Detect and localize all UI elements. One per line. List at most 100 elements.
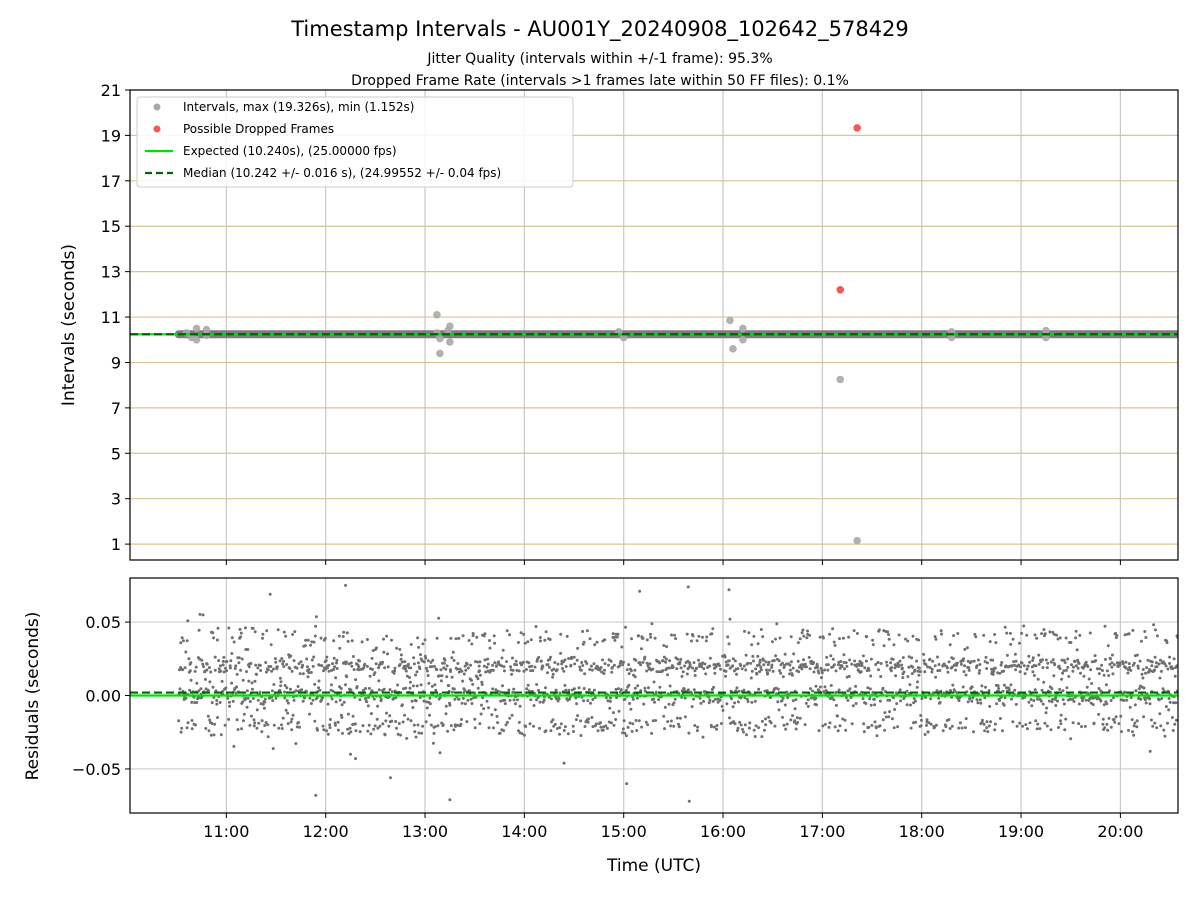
residual-point xyxy=(360,640,364,644)
residual-point xyxy=(610,666,614,669)
residual-point xyxy=(438,751,442,755)
residual-point xyxy=(955,661,959,665)
residual-point xyxy=(236,728,240,731)
residual-point xyxy=(522,632,526,636)
residual-point xyxy=(587,688,591,692)
residual-point xyxy=(898,659,902,663)
residual-point xyxy=(622,660,625,664)
residual-point xyxy=(233,667,237,670)
residual-point xyxy=(627,683,631,687)
residual-point xyxy=(383,733,387,737)
residual-point xyxy=(841,717,845,721)
residual-point xyxy=(759,665,763,669)
residual-point xyxy=(829,654,833,658)
residual-point xyxy=(1133,703,1137,707)
residual-point xyxy=(796,721,800,724)
residual-point xyxy=(532,704,536,707)
residual-point xyxy=(828,721,832,725)
residual-point xyxy=(1111,672,1115,676)
residual-point xyxy=(1010,664,1014,668)
residual-point xyxy=(1052,674,1056,678)
residual-point xyxy=(283,684,287,687)
residual-point xyxy=(677,722,680,726)
residual-point xyxy=(1129,696,1133,700)
residual-point xyxy=(966,700,970,704)
residual-point xyxy=(1095,667,1099,671)
residual-point xyxy=(436,724,440,728)
residual-point xyxy=(241,700,245,704)
residual-point xyxy=(328,726,332,730)
residual-point xyxy=(685,672,689,676)
residual-point xyxy=(618,664,622,668)
residual-point xyxy=(299,660,303,664)
residual-point xyxy=(1158,676,1162,680)
residual-point xyxy=(449,670,452,673)
residual-point xyxy=(887,715,891,719)
residual-point xyxy=(1124,666,1128,670)
residual-point xyxy=(716,700,720,704)
residual-point xyxy=(237,661,241,665)
residual-point xyxy=(252,724,256,728)
interval-point xyxy=(446,322,454,330)
residual-point xyxy=(362,688,365,692)
residual-point xyxy=(292,698,296,702)
residual-point xyxy=(844,696,848,699)
residual-point xyxy=(623,731,627,735)
residual-point xyxy=(1099,699,1103,703)
residual-point xyxy=(879,662,883,665)
residual-point xyxy=(667,702,671,706)
residual-point xyxy=(212,696,216,699)
residual-point xyxy=(425,706,429,710)
residual-point xyxy=(919,718,923,722)
residual-point xyxy=(658,685,662,689)
residual-point xyxy=(538,726,541,730)
residual-point xyxy=(767,715,771,719)
residual-point xyxy=(1027,654,1031,658)
residual-point xyxy=(917,673,921,677)
residual-point xyxy=(683,664,687,668)
residual-point xyxy=(1057,726,1060,729)
residual-point xyxy=(826,668,830,672)
y-tick-label: 11 xyxy=(101,308,121,327)
residual-point xyxy=(487,706,490,710)
residual-point xyxy=(608,706,612,710)
residual-point xyxy=(241,719,245,723)
residual-point xyxy=(414,735,418,739)
residual-point xyxy=(297,721,300,724)
residual-point xyxy=(961,685,965,689)
residual-point xyxy=(680,674,684,678)
residual-point xyxy=(944,725,948,729)
residual-point xyxy=(227,717,231,721)
residual-point xyxy=(1105,702,1109,706)
residual-point xyxy=(1131,730,1134,734)
residual-point xyxy=(1136,666,1140,670)
residual-point xyxy=(788,663,792,667)
residual-point xyxy=(628,721,632,725)
residual-point xyxy=(747,631,751,635)
residual-point xyxy=(383,666,387,670)
residual-point xyxy=(434,688,438,692)
residual-point xyxy=(1078,633,1082,637)
residual-point xyxy=(1005,653,1009,657)
residual-point xyxy=(838,637,841,641)
residual-point xyxy=(186,721,190,725)
residual-point xyxy=(496,721,500,725)
residual-point xyxy=(278,688,282,692)
residual-point xyxy=(469,697,473,701)
residual-point xyxy=(993,722,997,726)
residual-point xyxy=(212,636,216,640)
residual-point xyxy=(1113,720,1117,724)
residual-point xyxy=(883,728,887,732)
residual-point xyxy=(718,664,721,668)
residual-point xyxy=(246,696,250,700)
axes-frame xyxy=(129,89,1179,561)
residual-point xyxy=(1159,724,1163,728)
residual-point xyxy=(437,616,441,620)
residual-point xyxy=(922,659,926,662)
residual-point xyxy=(177,719,181,723)
x-tick-label: 16:00 xyxy=(700,822,746,841)
residual-point xyxy=(491,687,495,691)
residual-point xyxy=(612,723,616,727)
residual-point xyxy=(634,658,638,662)
residual-point xyxy=(828,632,832,636)
